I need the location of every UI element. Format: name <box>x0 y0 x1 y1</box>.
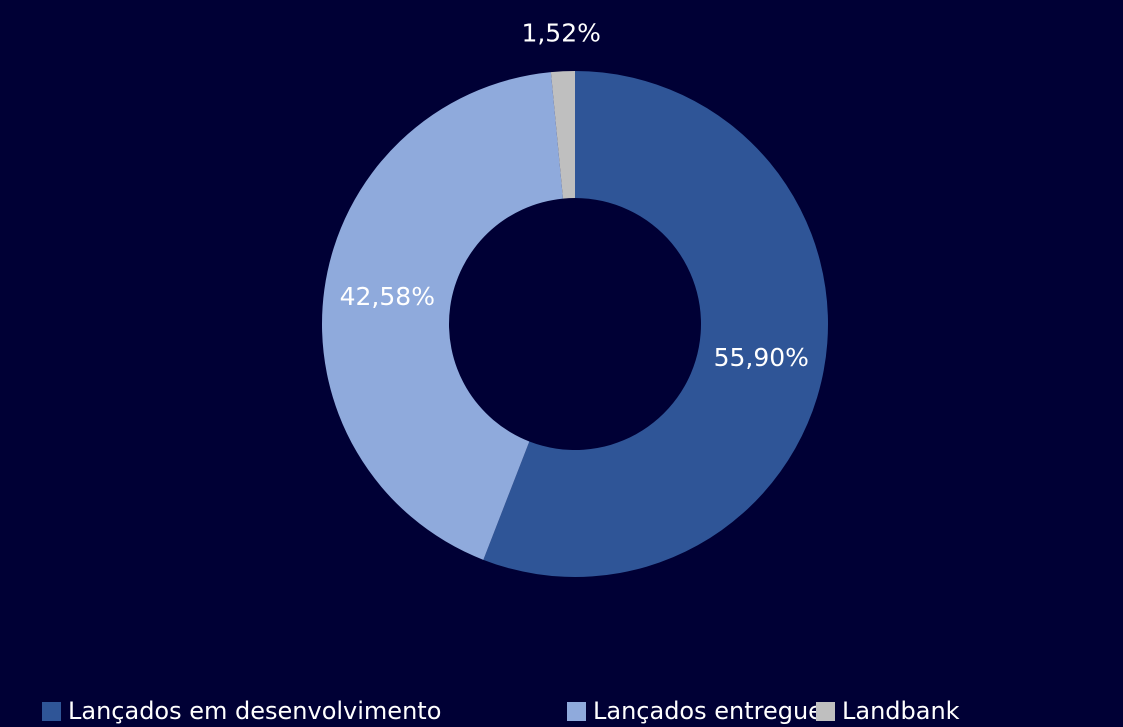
legend-label: Landbank <box>842 697 960 725</box>
data-label: 1,52% <box>521 18 600 47</box>
legend-swatch <box>567 702 586 721</box>
data-label: 55,90% <box>714 343 809 372</box>
donut-slice <box>550 71 575 199</box>
legend-swatch <box>42 702 61 721</box>
donut-slice <box>483 71 829 577</box>
legend-label: Lançados entregues <box>593 697 835 725</box>
legend-label: Lançados em desenvolvimento <box>68 697 441 725</box>
data-label: 42,58% <box>340 282 435 311</box>
legend-swatch <box>816 702 835 721</box>
donut-slice <box>322 72 563 560</box>
